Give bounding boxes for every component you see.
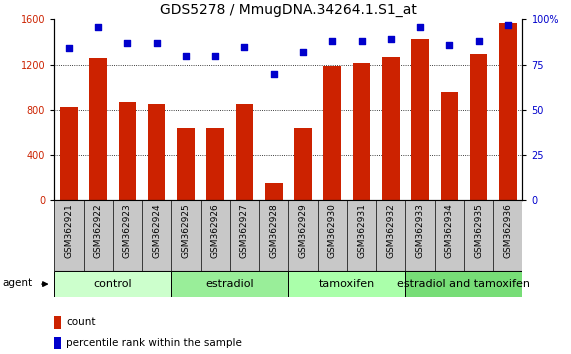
Text: GSM362926: GSM362926 [211,204,220,258]
Bar [207,129,224,200]
Bar [89,58,107,200]
Point [65,46,74,51]
Bar [265,183,283,200]
Point [357,38,366,44]
Text: GSM362921: GSM362921 [65,204,74,258]
Text: GSM362923: GSM362923 [123,204,132,258]
Point [152,40,161,46]
Bar [441,92,458,200]
Bar [148,103,166,200]
Point [503,22,512,28]
Text: count: count [66,317,95,327]
Bar [411,39,429,200]
Bar [171,271,288,297]
Text: percentile rank within the sample: percentile rank within the sample [66,338,242,348]
Point [299,49,308,55]
Bar [382,57,400,200]
Title: GDS5278 / MmugDNA.34264.1.S1_at: GDS5278 / MmugDNA.34264.1.S1_at [160,3,417,17]
Bar [60,108,78,200]
Text: GSM362922: GSM362922 [94,204,103,258]
Bar [323,66,341,200]
Point [182,53,191,58]
Text: GSM362925: GSM362925 [182,204,191,258]
Text: GSM362924: GSM362924 [152,204,161,258]
Point [386,36,395,42]
Text: agent: agent [3,278,33,288]
Bar [353,63,370,200]
Point [328,38,337,44]
Bar [470,54,488,200]
Text: GSM362933: GSM362933 [416,204,425,258]
Point [211,53,220,58]
Bar [405,271,522,297]
Text: GSM362931: GSM362931 [357,204,366,258]
Bar [54,316,61,329]
Text: tamoxifen: tamoxifen [319,279,375,289]
Point [445,42,454,47]
Text: GSM362934: GSM362934 [445,204,454,258]
Point [269,71,278,76]
Bar [119,102,136,200]
Text: GSM362932: GSM362932 [386,204,395,258]
Point [240,44,249,49]
Point [474,38,483,44]
Text: GSM362930: GSM362930 [328,204,337,258]
Text: GSM362935: GSM362935 [474,204,483,258]
Point [94,24,103,29]
Text: control: control [94,279,132,289]
Text: GSM362928: GSM362928 [269,204,278,258]
Bar [54,337,61,349]
Bar [288,271,405,297]
Bar [294,128,312,200]
Point [416,24,425,29]
Point [123,40,132,46]
Bar [236,103,254,200]
Text: GSM362929: GSM362929 [299,204,308,258]
Bar [54,271,171,297]
Text: GSM362927: GSM362927 [240,204,249,258]
Bar [499,23,517,200]
Text: GSM362936: GSM362936 [503,204,512,258]
Bar [177,128,195,200]
Text: estradiol and tamoxifen: estradiol and tamoxifen [397,279,530,289]
Text: estradiol: estradiol [206,279,254,289]
